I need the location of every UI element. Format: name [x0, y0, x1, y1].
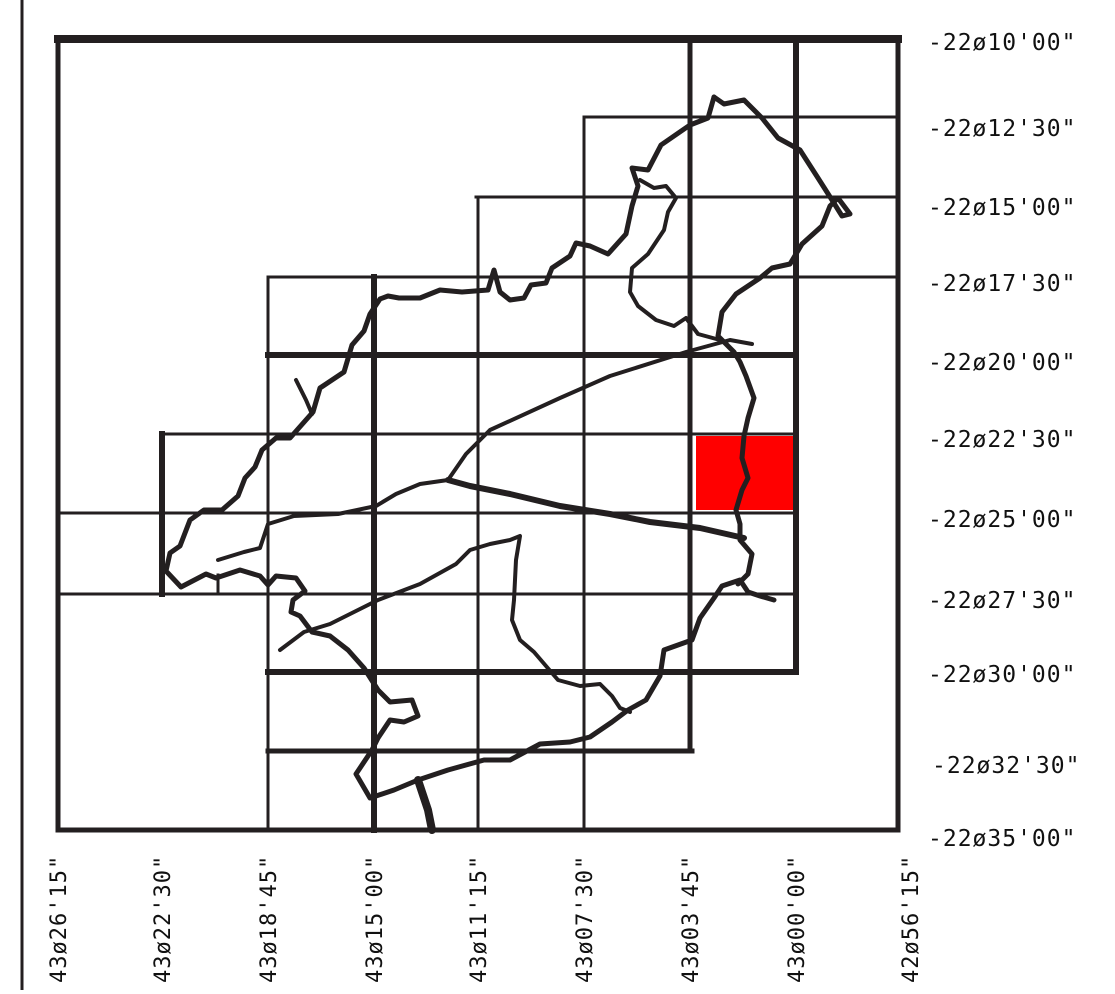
boundary-lines — [163, 94, 853, 834]
latitude-labels: -22ø10'00" -22ø12'30" -22ø15'00" -22ø17'30"… — [928, 30, 1080, 852]
east-boundary — [711, 94, 853, 587]
latitude-label: -22ø10'00" — [928, 30, 1076, 56]
longitude-label: 43ø11'15" — [467, 855, 492, 983]
longitude-label: 43ø22'30" — [151, 855, 176, 983]
latitude-label: -22ø12'30" — [928, 116, 1076, 142]
sheet-grid — [54, 35, 902, 833]
latitude-label: -22ø15'00" — [928, 195, 1076, 221]
inner-river-1 — [628, 178, 722, 342]
latitude-label: -22ø25'00" — [928, 507, 1076, 533]
inner-river-5 — [294, 378, 314, 416]
latitude-label: -22ø32'30" — [932, 753, 1080, 779]
longitude-label: 43ø18'45" — [257, 855, 282, 983]
latitude-label: -22ø20'00" — [928, 350, 1076, 376]
longitude-labels: 43ø26'15" 43ø22'30" 43ø18'45" 43ø15'00" 43ø1… — [47, 855, 924, 983]
longitude-label: 43ø07'30" — [573, 855, 598, 983]
latitude-label: -22ø17'30" — [928, 271, 1076, 297]
outer-boundary — [163, 94, 777, 801]
longitude-label: 42ø56'15" — [899, 855, 924, 983]
south-spur — [414, 776, 436, 834]
latitude-label: -22ø35'00" — [928, 826, 1076, 852]
inner-river-2 — [216, 338, 754, 562]
longitude-label: 43ø26'15" — [47, 855, 72, 983]
inner-river-3 — [445, 477, 747, 541]
latitude-label: -22ø30'00" — [928, 662, 1076, 688]
latitude-label: -22ø22'30" — [928, 427, 1076, 453]
longitude-label: 43ø00'00" — [785, 855, 810, 983]
inner-river-4 — [278, 534, 632, 714]
latitude-label: -22ø27'30" — [928, 588, 1076, 614]
longitude-label: 43ø03'45" — [679, 855, 704, 983]
longitude-label: 43ø15'00" — [363, 855, 388, 983]
